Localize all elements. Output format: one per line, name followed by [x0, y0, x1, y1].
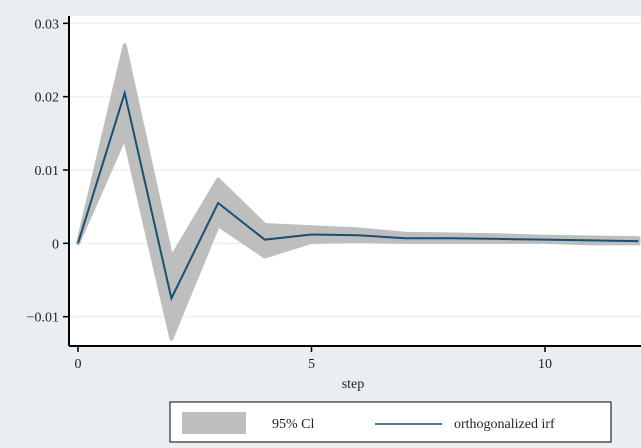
irf-line	[77, 89, 639, 302]
legend-swatch-ci	[182, 412, 246, 434]
legend: 95% Cl orthogonalized irf	[169, 401, 612, 443]
y-tick-label: 0	[52, 237, 59, 252]
irf-line-series	[77, 89, 639, 302]
x-tick-label: 0	[75, 357, 82, 372]
y-tick-label: 0.02	[35, 91, 60, 106]
legend-label-irf: orthogonalized irf	[454, 417, 555, 432]
x-tick-label: 5	[308, 357, 315, 372]
y-tick-label: 0.03	[35, 17, 60, 32]
legend-label-ci: 95% Cl	[272, 417, 315, 432]
x-axis-title: step	[342, 377, 365, 392]
x-tick-label: 10	[538, 357, 552, 372]
axes: −0.01 0 0.01 0.02 0.03 0 5 10	[27, 16, 641, 372]
y-tick-label: −0.01	[27, 311, 59, 326]
y-tick-label: 0.01	[35, 164, 60, 179]
